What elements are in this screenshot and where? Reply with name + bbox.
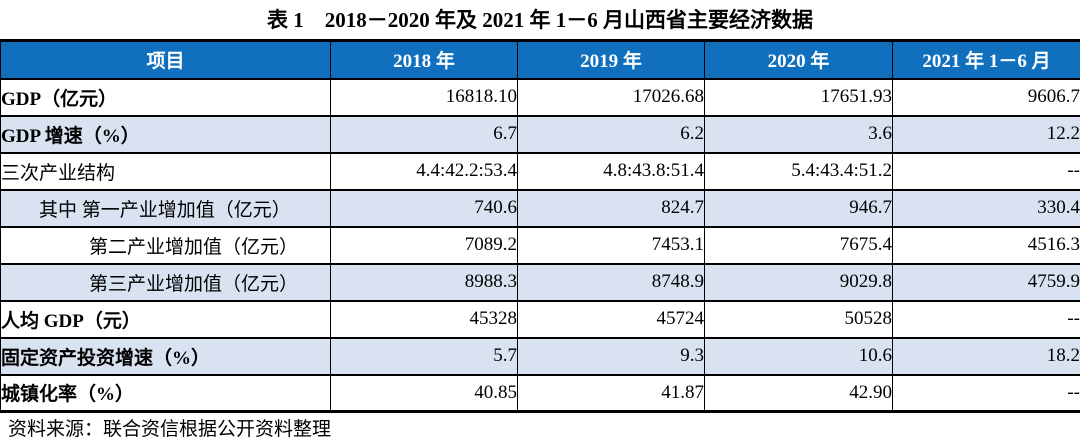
column-header-year: 2019 年 — [517, 39, 705, 80]
value-cell: 8748.9 — [517, 262, 705, 302]
row-label-cell: GDP 增速（%） — [0, 114, 331, 154]
value-cell: 4516.3 — [892, 225, 1080, 265]
row-label-cell: GDP（亿元） — [0, 77, 331, 117]
row-label-cell: 第二产业增加值（亿元） — [0, 225, 331, 265]
row-label-cell: 第三产业增加值（亿元） — [0, 262, 331, 302]
value-cell: 946.7 — [704, 188, 893, 228]
value-cell: 12.2 — [892, 114, 1080, 154]
value-cell: 42.90 — [704, 373, 893, 413]
value-cell: 40.85 — [330, 373, 518, 413]
table-row: 固定资产投资增速（%） 5.7 9.3 10.6 18.2 — [0, 336, 1080, 376]
table-row: 第三产业增加值（亿元） 8988.3 8748.9 9029.8 4759.9 — [0, 262, 1080, 302]
value-cell: 10.6 — [704, 336, 893, 376]
value-cell: 18.2 — [892, 336, 1080, 376]
value-cell: 50528 — [704, 299, 893, 339]
table-body: GDP（亿元） 16818.10 17026.68 17651.93 9606.7 GDP… — [0, 77, 1080, 413]
value-cell: 7089.2 — [330, 225, 518, 265]
row-label-cell: 三次产业结构 — [0, 151, 331, 191]
value-cell: -- — [892, 373, 1080, 413]
value-cell: 4.8:43.8:51.4 — [517, 151, 705, 191]
value-cell: 4759.9 — [892, 262, 1080, 302]
value-cell: 8988.3 — [330, 262, 518, 302]
column-header-year: 2020 年 — [704, 39, 893, 80]
table-row: 城镇化率（%） 40.85 41.87 42.90 -- — [0, 373, 1080, 413]
value-cell: 7453.1 — [517, 225, 705, 265]
source-note: 资料来源：联合资信根据公开资料整理 — [8, 419, 332, 440]
row-label-cell: 其中 第一产业增加值（亿元） — [0, 188, 331, 228]
table-row: 其中 第一产业增加值（亿元） 740.6 824.7 946.7 330.4 — [0, 188, 1080, 228]
value-cell: 5.4:43.4:51.2 — [704, 151, 893, 191]
value-cell: 6.2 — [517, 114, 705, 154]
value-cell: 9606.7 — [892, 77, 1080, 117]
value-cell: -- — [892, 299, 1080, 339]
value-cell: -- — [892, 151, 1080, 191]
value-cell: 7675.4 — [704, 225, 893, 265]
value-cell: 9.3 — [517, 336, 705, 376]
value-cell: 45724 — [517, 299, 705, 339]
column-header-year: 2018 年 — [330, 39, 518, 80]
header-row: 项目 2018 年 2019 年 2020 年 2021 年 1－6 月 — [0, 39, 1080, 80]
value-cell: 740.6 — [330, 188, 518, 228]
table-row: GDP（亿元） 16818.10 17026.68 17651.93 9606.7 — [0, 77, 1080, 117]
table-title: 表 1 2018－2020 年及 2021 年 1－6 月山西省主要经济数据 — [267, 8, 813, 32]
table-row: 三次产业结构 4.4:42.2:53.4 4.8:43.8:51.4 5.4:43.4… — [0, 151, 1080, 191]
value-cell: 4.4:42.2:53.4 — [330, 151, 518, 191]
value-cell: 9029.8 — [704, 262, 893, 302]
row-label-cell: 固定资产投资增速（%） — [0, 336, 331, 376]
economic-data-table: 项目 2018 年 2019 年 2020 年 2021 年 1－6 月 GDP（亿元）… — [0, 39, 1080, 413]
value-cell: 16818.10 — [330, 77, 518, 117]
column-header-year: 2021 年 1－6 月 — [892, 39, 1080, 80]
row-label-cell: 人均 GDP（元） — [0, 299, 331, 339]
value-cell: 17651.93 — [704, 77, 893, 117]
value-cell: 330.4 — [892, 188, 1080, 228]
value-cell: 824.7 — [517, 188, 705, 228]
row-label-cell: 城镇化率（%） — [0, 373, 331, 413]
value-cell: 45328 — [330, 299, 518, 339]
table-row: 第二产业增加值（亿元） 7089.2 7453.1 7675.4 4516.3 — [0, 225, 1080, 265]
value-cell: 17026.68 — [517, 77, 705, 117]
table-row: 人均 GDP（元） 45328 45724 50528 -- — [0, 299, 1080, 339]
value-cell: 41.87 — [517, 373, 705, 413]
value-cell: 6.7 — [330, 114, 518, 154]
value-cell: 3.6 — [704, 114, 893, 154]
table-row: GDP 增速（%） 6.7 6.2 3.6 12.2 — [0, 114, 1080, 154]
column-header-item: 项目 — [0, 39, 331, 80]
value-cell: 5.7 — [330, 336, 518, 376]
